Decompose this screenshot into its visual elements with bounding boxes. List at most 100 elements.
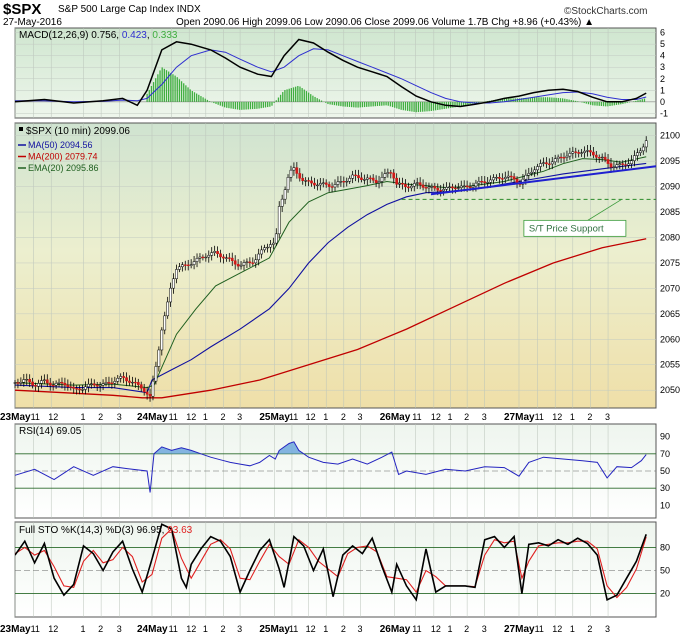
candle-body — [421, 184, 425, 188]
macd-tick-label: 2 — [660, 74, 665, 84]
x-tick-label: 1 — [323, 624, 328, 634]
candle-body — [280, 198, 284, 207]
candle-body — [131, 381, 134, 384]
candle-body — [412, 183, 416, 187]
candle-body — [409, 185, 413, 189]
x-tick-label: 12 — [186, 624, 196, 634]
macd-tick-label: 1 — [660, 85, 665, 95]
candle-body — [492, 177, 495, 181]
candle-body — [283, 189, 287, 200]
x-tick-label: 11 — [535, 412, 544, 422]
price-legend-swatch — [19, 127, 23, 131]
candle-body — [175, 269, 178, 280]
candle-body — [627, 163, 630, 166]
candle-body — [606, 159, 610, 164]
candle-body — [81, 389, 84, 391]
sto-tick-label: 50 — [660, 566, 670, 576]
candle-body — [600, 156, 604, 159]
candle-body — [404, 183, 407, 188]
candle-body — [636, 152, 639, 156]
candle-body — [87, 383, 90, 387]
candle-body — [242, 262, 246, 266]
candle-body — [553, 158, 557, 163]
candle-body — [371, 177, 375, 181]
x-tick-label: 3 — [605, 412, 610, 422]
x-tick-label: 1 — [323, 412, 328, 422]
candle-body — [189, 264, 193, 266]
candle-body — [345, 180, 349, 183]
candle-body — [389, 172, 393, 174]
ema20-line — [14, 156, 647, 389]
candle-body — [430, 186, 434, 188]
x-tick-label: 3 — [117, 412, 122, 422]
candle-body — [13, 382, 17, 384]
candle-body — [383, 173, 387, 178]
candle-body — [154, 366, 158, 382]
candle-body — [274, 233, 278, 244]
rsi-tick-label: 30 — [660, 483, 670, 493]
x-tick-label: 3 — [482, 412, 487, 422]
price-tick-label: 2085 — [660, 207, 680, 217]
candle-body — [295, 167, 299, 174]
candle-body — [330, 186, 334, 188]
macd-panel: 65 43 21 0-1 MACD(12,26,9) 0.756, 0.423, 0.3… — [14, 27, 668, 119]
candle-body — [48, 382, 52, 386]
price-tick-label: 2090 — [660, 182, 680, 192]
candle-body — [128, 380, 131, 383]
candle-body — [630, 160, 633, 165]
candle-body — [442, 188, 445, 192]
candle-body — [324, 182, 328, 185]
candle-body — [392, 172, 396, 179]
x-tick-label: 11 — [412, 624, 421, 634]
ma200-line — [14, 238, 647, 399]
candle-body — [480, 181, 484, 183]
candle-body — [360, 177, 363, 180]
candle-body — [298, 173, 302, 179]
candle-body — [589, 150, 592, 153]
candle-body — [192, 261, 196, 265]
legend-label: EMA(20) 2095.86 — [28, 163, 99, 173]
x-tick-label: 2 — [464, 624, 469, 634]
x-tick-label: 2 — [220, 412, 225, 422]
price-legend: $SPX (10 min) 2099.06 MA(50) 2094.56 MA(20… — [18, 126, 130, 173]
candle-body — [486, 182, 490, 184]
sto-label-part: 93.63 — [167, 525, 192, 536]
price-plot-area — [14, 122, 657, 409]
x-tick-label: 3 — [605, 624, 610, 634]
price-tick-label: 2100 — [660, 131, 680, 141]
rsi-panel: 90 70 50 30 10 RSI(14) 69.05 — [14, 423, 670, 519]
candle-body — [104, 382, 108, 384]
candle-body — [586, 150, 589, 152]
macd-line — [14, 38, 647, 108]
candle-body — [644, 140, 648, 148]
candle-body — [301, 177, 305, 182]
candle-body — [380, 177, 384, 182]
x-tick-label: 23May — [0, 624, 31, 635]
x-tick-label: 2 — [98, 412, 103, 422]
rsi-tick-label: 90 — [660, 432, 670, 442]
x-tick-label: 11 — [31, 412, 40, 422]
price-panel: 2100 2095 2090 2085 2080 2075 2070 2065 2060 2055… — [13, 122, 680, 409]
candle-body — [75, 388, 79, 390]
macd-tick-label: 5 — [660, 39, 665, 49]
x-tick-label: 26May — [380, 412, 411, 423]
candle-body — [316, 184, 319, 187]
rsi-label: RSI(14) 69.05 — [19, 426, 82, 437]
candle-body — [559, 156, 563, 159]
candle-body — [612, 166, 616, 169]
x-tick-label: 12 — [48, 624, 58, 634]
candle-body — [43, 379, 46, 381]
rsi-tick-label: 50 — [660, 466, 670, 476]
candle-body — [125, 377, 128, 382]
candle-body — [321, 182, 325, 184]
x-tick-label: 3 — [357, 624, 362, 634]
x-tick-label: 27May — [504, 412, 535, 423]
candle-body — [63, 382, 67, 386]
candle-body — [119, 376, 123, 379]
candle-body — [151, 380, 155, 397]
support-label: S/T Price Support — [529, 223, 604, 234]
price-tick-label: 2060 — [660, 334, 680, 344]
x-tick-label: 1 — [447, 412, 452, 422]
candle-body — [603, 156, 607, 160]
candle-body — [368, 177, 372, 180]
